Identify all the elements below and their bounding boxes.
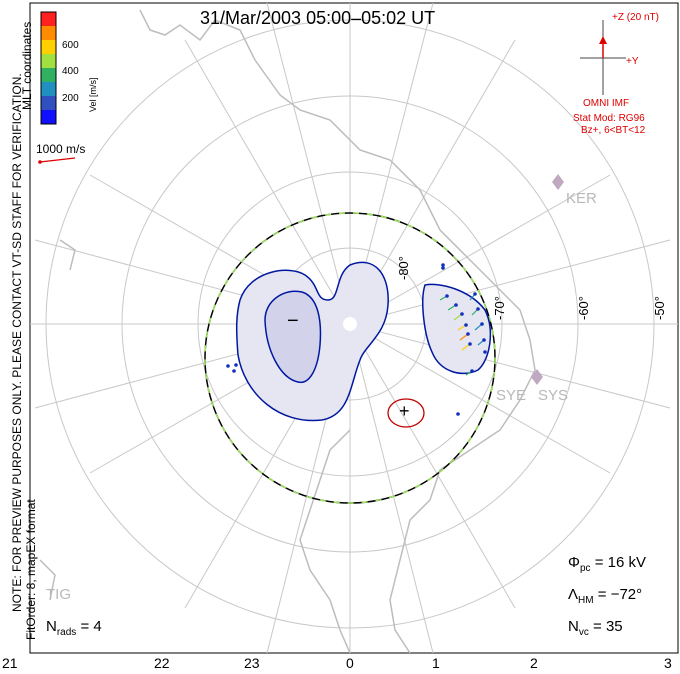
colorbar-swatch <box>41 110 56 124</box>
colorbar-swatch <box>41 68 56 82</box>
colorbar-swatch <box>41 82 56 96</box>
scale-vector-origin <box>38 160 42 164</box>
station-sye: SYE <box>496 387 527 404</box>
imf-source: OMNI IMF <box>583 98 630 109</box>
stat-phi-sub: pc <box>579 563 591 574</box>
map-title: 31/Mar/2003 05:00–05:02 UT <box>200 8 436 28</box>
stat-lambda-hm: ΛHM = −72° <box>568 586 642 606</box>
negative-cell-marker: − <box>287 310 299 332</box>
hour-label-23: 23 <box>244 655 260 671</box>
velocity-dots <box>226 263 487 416</box>
imf-y-label: +Y <box>626 56 639 67</box>
colorbar-swatch <box>41 40 56 54</box>
stat-nvc-symbol: N <box>568 618 579 635</box>
plot-frame <box>29 2 679 654</box>
lat-label-60: -60° <box>576 296 591 320</box>
vel-tick-600: 600 <box>62 40 79 51</box>
colorbar-swatch <box>41 12 56 26</box>
vel-tick-400: 400 <box>62 66 79 77</box>
station-tig: TIG <box>46 586 71 603</box>
hour-label-3: 3 <box>664 655 672 671</box>
stat-lambda-value: = −72° <box>597 586 643 603</box>
imf-vector-head <box>599 36 607 44</box>
colorbar-swatch <box>41 26 56 40</box>
imf-model-line2: Bz+, 6<BT<12 <box>581 125 646 136</box>
note-preview: NOTE: FOR PREVIEW PURPOSES ONLY. PLEASE … <box>10 73 24 612</box>
vel-label: Vel [m/s] <box>88 77 98 112</box>
hour-label-21: 21 <box>2 655 18 671</box>
vel-tick-200: 200 <box>62 93 79 104</box>
station-markers <box>531 174 564 385</box>
hour-label-22: 22 <box>154 655 170 671</box>
stat-nrads-sub: rads <box>56 627 77 638</box>
stat-nrads-symbol: N <box>46 618 57 635</box>
colorbar-swatch <box>41 96 56 110</box>
pole-marker <box>343 317 357 331</box>
colorbar-outline <box>40 11 57 125</box>
stat-nvc-sub: vc <box>578 627 589 638</box>
stat-lambda-sub: HM <box>578 595 594 606</box>
imf-z-label: +Z (20 nT) <box>612 12 659 23</box>
station-sys: SYS <box>538 387 569 404</box>
imf-model-line1: Stat Mod: RG96 <box>573 113 645 124</box>
stat-nrads-value: = 4 <box>80 618 102 635</box>
colorbar-swatch <box>41 54 56 68</box>
velocity-colorbar <box>40 11 57 125</box>
negative-cell-core <box>264 290 322 383</box>
scale-vector <box>39 157 76 163</box>
positive-cell-lobe <box>422 283 492 375</box>
lat-label-50: -50° <box>652 296 667 320</box>
hm-boundary-dash <box>204 212 496 504</box>
hour-label-1: 1 <box>432 655 440 671</box>
stat-nrads: Nrads = 4 <box>46 618 102 638</box>
stat-phi-symbol: Φ <box>568 554 580 571</box>
scale-vector-label: 1000 m/s <box>36 142 86 156</box>
stat-phi-value: = 16 kV <box>594 554 646 571</box>
stat-lambda-symbol: Λ <box>568 586 579 603</box>
positive-cell <box>387 398 425 428</box>
lat-label-70: -70° <box>492 296 507 320</box>
coastline <box>39 9 536 654</box>
positive-cell-marker: + <box>399 401 410 421</box>
hour-label-2: 2 <box>530 655 538 671</box>
stat-phi-pc: Φpc = 16 kV <box>568 554 646 574</box>
lat-label-80: -80° <box>396 256 411 280</box>
note-fitorder: FitOrder: 8, mapEX format <box>24 499 38 640</box>
hour-label-0: 0 <box>346 655 354 671</box>
station-ker: KER <box>566 190 597 207</box>
stat-nvc: Nvc = 35 <box>568 618 623 638</box>
stat-nvc-value: = 35 <box>593 618 623 635</box>
